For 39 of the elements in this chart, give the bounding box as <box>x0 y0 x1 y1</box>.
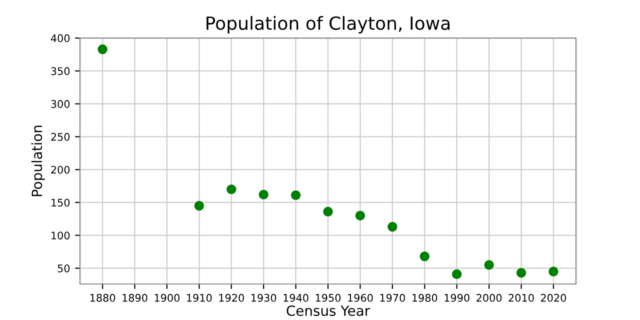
x-tick-label: 1970 <box>380 294 405 302</box>
x-tick-label: 1980 <box>412 294 438 302</box>
x-tick-label: 2000 <box>476 294 502 302</box>
x-tick-label: 2010 <box>508 294 534 302</box>
x-tick-label: 1990 <box>444 294 470 302</box>
point <box>548 266 558 276</box>
x-tick-label: 1890 <box>122 294 148 302</box>
y-tick-label: 350 <box>51 67 70 76</box>
x-tick-label: 1950 <box>316 294 341 302</box>
point <box>226 184 236 194</box>
y-tick-label: 200 <box>51 166 70 174</box>
y-tick-label: 100 <box>52 232 70 240</box>
point <box>388 222 398 232</box>
point <box>258 190 268 200</box>
point <box>420 252 430 262</box>
y-tick-label: 150 <box>52 198 70 207</box>
y-tick-label: 250 <box>51 132 70 141</box>
x-tick-label: 1920 <box>219 294 244 302</box>
point <box>516 268 526 278</box>
point <box>452 269 462 279</box>
x-tick-label: 2020 <box>540 294 566 302</box>
y-tick-label: 300 <box>51 100 70 108</box>
point <box>323 206 333 217</box>
x-axis-title: Census Year <box>286 305 370 316</box>
point <box>98 44 108 54</box>
point <box>355 210 366 220</box>
x-tick-label: 1960 <box>348 294 373 302</box>
chart-title: Population of Clayton, Iowa <box>206 16 450 34</box>
x-tick-label: 1940 <box>284 294 308 302</box>
x-tick-label: 1880 <box>90 294 116 302</box>
y-axis-title: Population <box>31 126 45 196</box>
y-tick-label: 400 <box>50 34 70 42</box>
x-tick-label: 1910 <box>187 294 212 302</box>
point <box>194 200 204 211</box>
point <box>484 260 494 270</box>
point <box>290 190 301 200</box>
y-tick-label: 50 <box>58 264 70 272</box>
x-tick-label: 1900 <box>154 294 180 302</box>
x-tick-label: 1930 <box>251 294 276 302</box>
